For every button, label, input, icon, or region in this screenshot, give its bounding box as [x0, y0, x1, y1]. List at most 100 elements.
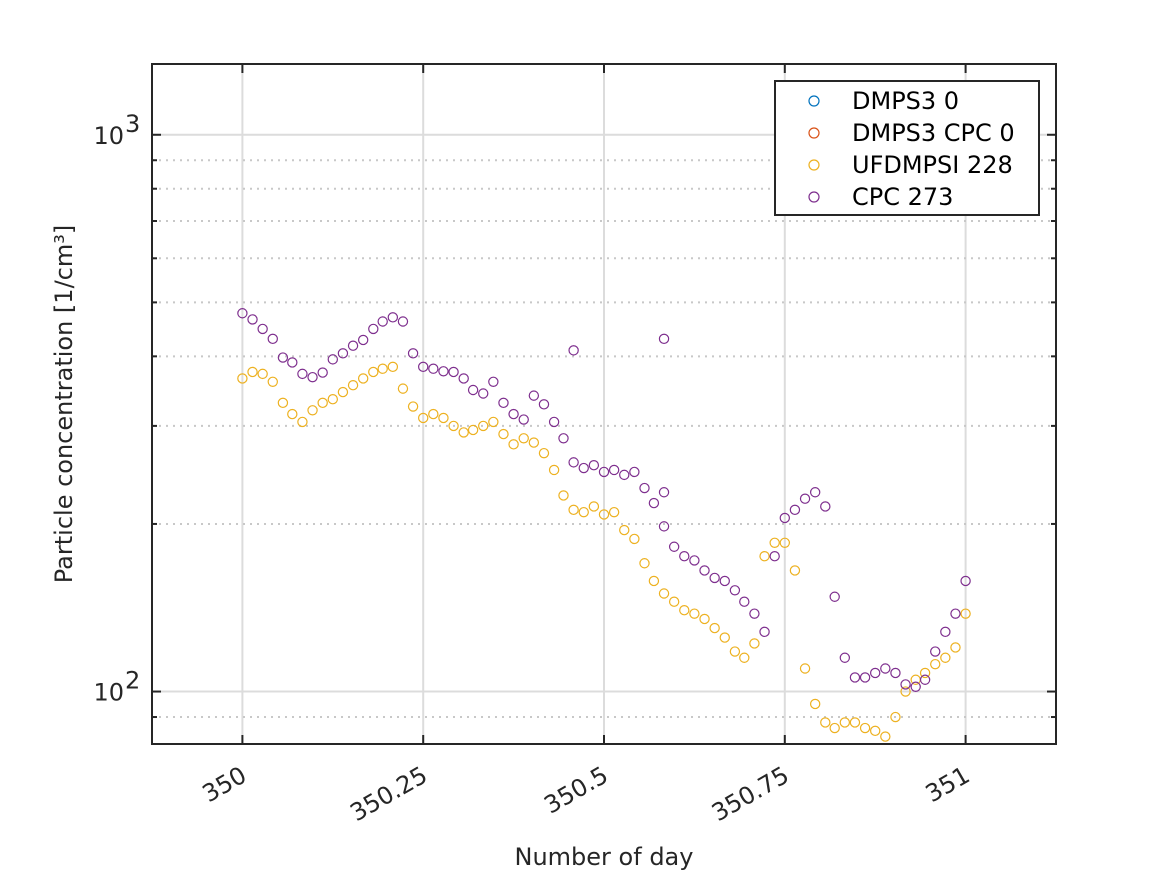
data-point	[709, 572, 720, 584]
legend-marker	[808, 95, 820, 107]
data-point	[347, 379, 359, 391]
data-point	[719, 575, 730, 587]
legend-label: UFDMPSI 228	[852, 151, 1013, 179]
data-point	[729, 585, 741, 596]
data-point	[839, 652, 851, 663]
data-point	[849, 717, 861, 728]
data-point	[950, 608, 961, 619]
data-point	[397, 383, 409, 394]
data-point	[739, 652, 750, 663]
data-point	[377, 363, 388, 374]
data-point	[749, 638, 760, 649]
legend-label: DMPS3 0	[852, 87, 959, 115]
data-point	[257, 323, 268, 335]
data-point	[448, 420, 459, 432]
data-point	[699, 565, 710, 576]
data-point	[629, 466, 640, 478]
data-point	[548, 416, 560, 428]
data-point	[699, 613, 710, 625]
data-point	[397, 316, 409, 327]
data-point	[337, 386, 349, 398]
data-point	[890, 711, 901, 723]
data-point	[658, 588, 670, 599]
data-point	[508, 408, 519, 420]
data-point	[658, 333, 670, 345]
data-point	[689, 555, 700, 566]
data-point	[478, 420, 489, 432]
data-point	[859, 672, 871, 683]
data-point	[558, 490, 569, 501]
data-point	[508, 439, 519, 450]
data-point	[779, 537, 791, 548]
data-point	[940, 626, 951, 638]
data-point	[558, 433, 569, 444]
data-point	[418, 361, 429, 373]
data-point	[950, 642, 961, 653]
legend-label: CPC 273	[852, 183, 953, 211]
legend-label: DMPS3 CPC 0	[852, 119, 1015, 147]
data-point	[759, 626, 770, 638]
data-point	[729, 646, 741, 657]
data-point	[880, 663, 891, 674]
data-point	[317, 367, 328, 378]
data-point	[919, 667, 931, 679]
y-tick-label: 10 3	[93, 110, 140, 150]
data-point	[277, 352, 289, 363]
data-point	[829, 722, 840, 734]
data-point	[267, 333, 278, 345]
data-point	[568, 345, 579, 356]
data-point	[809, 487, 821, 498]
data-point	[658, 487, 670, 498]
data-point	[438, 412, 449, 424]
data-point	[488, 416, 499, 428]
data-point	[518, 433, 529, 444]
data-point	[327, 354, 338, 365]
data-point	[387, 361, 399, 373]
data-point	[639, 558, 650, 569]
data-point	[297, 368, 308, 380]
data-point	[849, 672, 861, 683]
data-point	[759, 551, 770, 562]
data-point	[960, 608, 971, 619]
data-point	[538, 399, 550, 410]
data-point	[679, 551, 690, 562]
x-axis-label: Number of day	[515, 843, 694, 871]
data-point	[478, 388, 489, 399]
data-point	[799, 663, 811, 674]
y-axis-label: Particle concentration [1/cm³]	[50, 225, 78, 583]
data-point	[528, 390, 540, 401]
data-point	[357, 373, 369, 384]
data-point	[237, 308, 248, 319]
data-point	[327, 394, 338, 405]
data-point	[779, 512, 791, 524]
data-point	[829, 591, 840, 602]
data-point	[488, 376, 499, 388]
data-point	[317, 397, 328, 409]
data-point	[809, 698, 821, 710]
data-point	[568, 504, 579, 516]
data-point	[619, 469, 630, 481]
data-point	[960, 575, 971, 587]
data-point	[919, 674, 931, 685]
data-point	[578, 462, 589, 474]
data-point	[518, 414, 529, 425]
data-point	[668, 541, 680, 552]
data-point	[769, 551, 780, 562]
data-point	[548, 464, 560, 476]
data-point	[940, 652, 951, 663]
data-point	[407, 348, 419, 359]
data-point	[307, 371, 318, 383]
data-point	[839, 717, 851, 728]
data-point	[749, 608, 760, 619]
data-point	[619, 524, 630, 536]
data-point	[648, 575, 660, 587]
data-point	[568, 457, 579, 468]
data-point	[719, 632, 730, 643]
data-point	[608, 464, 620, 476]
data-point	[498, 428, 509, 440]
data-point	[588, 501, 600, 512]
data-point	[739, 596, 750, 607]
y-tick-base: 10	[93, 679, 124, 707]
data-point	[900, 686, 911, 697]
legend-marker	[808, 127, 820, 139]
